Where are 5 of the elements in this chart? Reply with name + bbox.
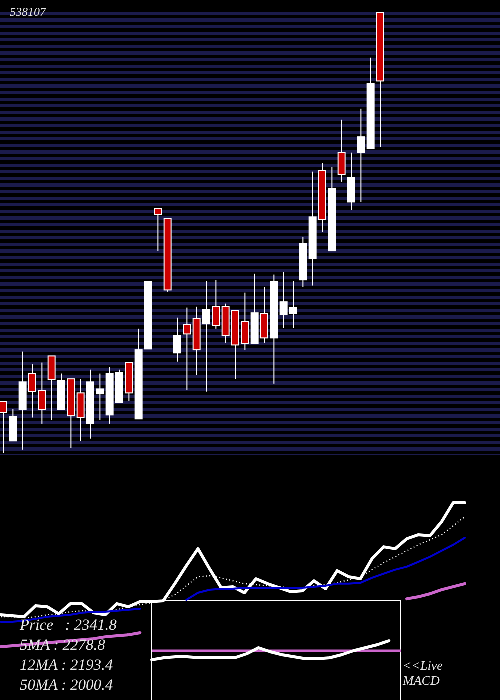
chart-title: 538107 [10,5,47,19]
annotation: Price : 2341.8 [19,617,118,634]
text: 50MA : 2000.4 [20,677,114,694]
text: <<Live MACD [403,658,444,688]
text: 12MA : 2193.4 [20,657,114,674]
